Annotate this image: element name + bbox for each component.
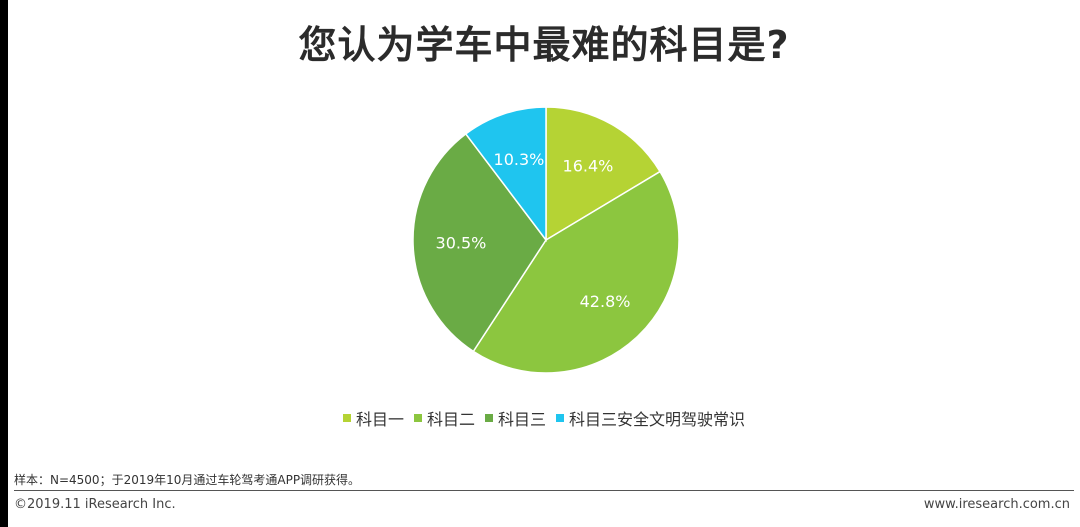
legend-swatch	[342, 414, 351, 422]
legend-item-subject-3: 科目三	[485, 406, 546, 430]
website-link[interactable]: www.iresearch.com.cn	[923, 497, 1070, 512]
sample-note: 样本：N=4500；于2019年10月通过车轮驾考通APP调研获得。	[14, 473, 361, 487]
legend-swatch	[413, 414, 422, 422]
legend-item-subject-2: 科目二	[413, 406, 475, 430]
pie-chart: 16.4% 42.8% 30.5% 10.3%	[412, 106, 680, 374]
legend-label: 科目三	[498, 410, 547, 429]
pie-slice-4	[464, 106, 547, 243]
legend-item-subject-1: 科目一	[342, 406, 404, 430]
pie-label-3: 30.5%	[436, 233, 487, 252]
footer-divider	[14, 490, 1074, 491]
legend-label: 科目一	[355, 410, 404, 429]
pie-label-1: 16.4%	[563, 156, 614, 175]
pie-label-2: 42.8%	[580, 292, 631, 311]
legend-swatch	[485, 414, 493, 422]
legend-label: 科目二	[426, 410, 475, 429]
pie-slice-3	[412, 132, 547, 353]
chart-card: 您认为学车中最难的科目是? 16.4% 42.8% 30.5% 10.3% 科目一 科…	[8, 0, 1080, 527]
legend-label: 科目三安全文明驾驶常识	[569, 410, 746, 429]
chart-title: 您认为学车中最难的科目是?	[298, 23, 790, 67]
pie-label-4: 10.3%	[494, 150, 545, 169]
chart-legend: 科目一 科目二 科目三 科目三安全文明驾驶常识	[8, 406, 1080, 430]
legend-item-subject-3-safety: 科目三安全文明驾驶常识	[556, 406, 745, 430]
pie-slice-1	[545, 106, 662, 242]
copyright-text: ©2019.11 iResearch Inc.	[14, 497, 176, 512]
pie-slice-2	[472, 170, 680, 374]
legend-swatch	[556, 414, 565, 422]
